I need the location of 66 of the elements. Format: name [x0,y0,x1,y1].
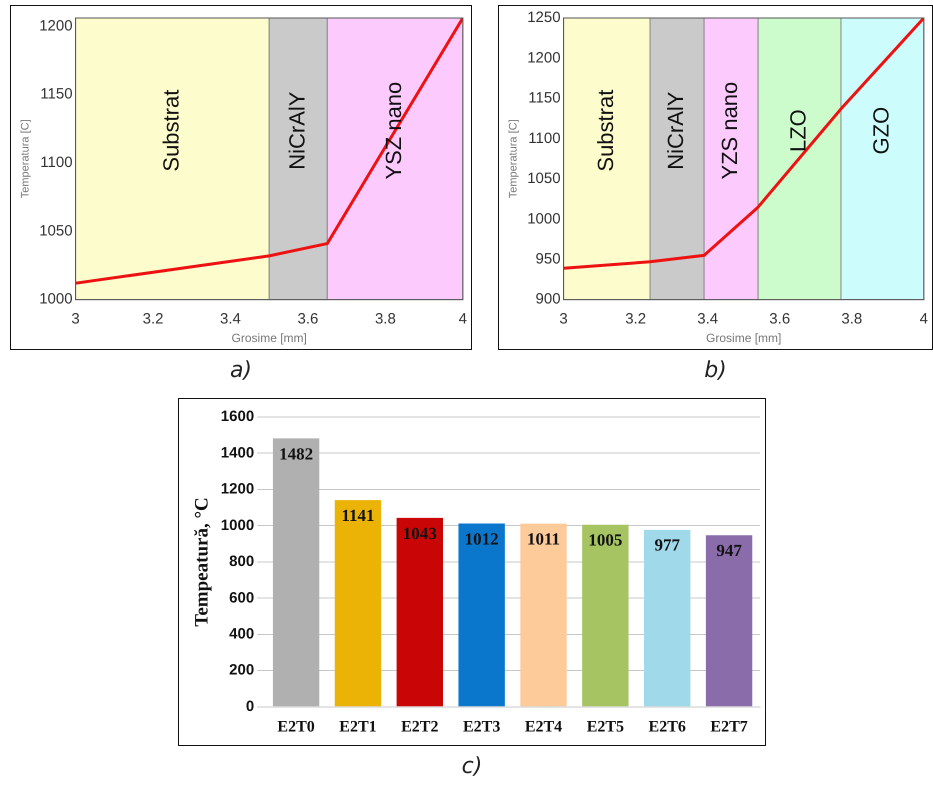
band-label: Substrat [158,90,184,172]
y-tick-label: 200 [229,662,254,679]
y-tick-label: 900 [536,290,561,308]
x-tick-label: E2T6 [648,718,686,736]
y-tick-label: 600 [229,589,254,606]
x-tick-label: 4 [458,310,467,328]
y-axis-title: Temperatura [C] [20,119,32,198]
text: c) [460,754,484,779]
y-tick-label: 1000 [39,290,73,308]
x-tick-label: E2T7 [710,718,748,736]
y-tick-label: 1100 [528,130,561,147]
y-tick-label: 0 [246,698,254,715]
x-tick-label: 3.2 [142,310,164,328]
x-tick-label: 3.8 [841,310,862,328]
data-label: 1141 [341,506,374,526]
band-label: YZS nano [717,82,742,180]
band-label: GZO [868,106,894,154]
x-tick-label: 3.4 [697,310,718,328]
x-axis-title: Grosime [mm] [232,331,307,346]
data-label: 1043 [402,524,437,543]
x-tick-label: 3.4 [220,310,241,328]
y-tick-label: 800 [229,553,254,570]
x-tick-label: 3.2 [625,310,646,328]
x-tick-label: 3.6 [297,310,318,328]
text: a) [228,358,254,383]
x-tick-label: 4 [920,310,928,328]
x-tick-label: E2T5 [586,718,624,736]
x-tick-label: 3 [71,310,80,328]
x-axis-title: Grosime [mm] [706,331,782,346]
x-tick-label: E2T1 [339,718,377,736]
x-tick-label: E2T4 [524,718,562,736]
band-label: LZO [786,109,811,152]
y-tick-label: 1150 [40,86,73,103]
y-tick-label: 1100 [40,154,73,172]
y-tick-label: 1200 [527,49,561,66]
text: b) [703,358,728,383]
y-tick-label: 1400 [220,444,254,462]
y-tick-label: 1200 [39,17,73,34]
y-tick-label: 1050 [39,222,73,240]
y-axis-title: Temperatura [C] [508,119,520,198]
y-tick-label: 1200 [220,480,254,498]
x-tick-label: E2T3 [462,718,500,736]
data-label: 1012 [464,529,499,548]
data-label: 1011 [526,530,560,549]
band-label: NiCrAlY [663,91,688,170]
y-tick-label: 400 [229,625,254,642]
data-label: 947 [716,541,742,560]
y-tick-label: 1000 [527,210,561,228]
x-tick-label: 3.6 [769,310,790,328]
y-tick-label: 1250 [527,9,561,26]
y-axis-title: Tempeatură, °C [191,497,212,627]
x-tick-label: E2T2 [401,718,438,736]
band-label: Substrat [592,90,618,172]
data-label: 1482 [279,444,314,464]
x-tick-label: E2T0 [277,718,315,736]
x-tick-label: 3 [559,310,568,328]
data-label: 1005 [588,530,622,550]
band-label: YSZ nano [381,82,406,180]
y-tick-label: 1600 [220,408,254,426]
y-tick-label: 1150 [528,90,561,107]
y-tick-label: 1050 [527,170,561,188]
y-tick-label: 950 [536,250,561,268]
band-label: NiCrAlY [284,91,310,170]
y-tick-label: 1000 [220,516,254,534]
x-tick-label: 3.8 [374,310,396,328]
data-label: 977 [654,536,680,555]
